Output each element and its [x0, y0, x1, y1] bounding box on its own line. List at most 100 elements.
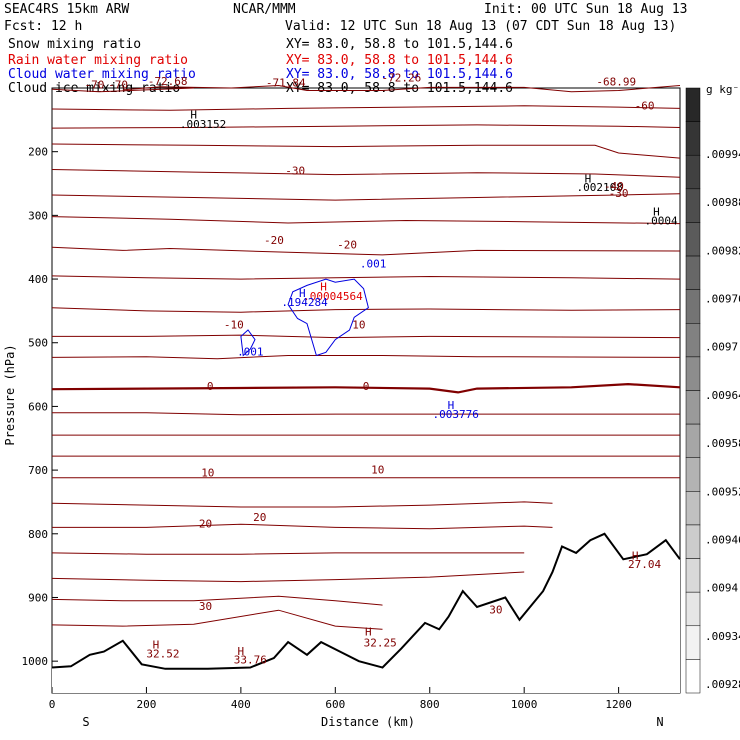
y-tick-label: 800 [28, 528, 48, 541]
terrain-line [51, 532, 681, 670]
contour-label: H [448, 399, 455, 412]
contour-label: 32.25 [364, 637, 397, 650]
x-tick-label: 800 [420, 698, 440, 711]
y-tick-label: 900 [28, 591, 48, 604]
x-tick-label: 1000 [511, 698, 538, 711]
contour-label: H [365, 626, 372, 639]
colorbar-box [685, 625, 701, 660]
temperature-contour [52, 523, 553, 530]
colorbar-label: .00994 [705, 148, 740, 161]
terrain-mask [52, 533, 680, 693]
contour-label: 30 [489, 603, 502, 616]
colorbar-box [685, 390, 701, 425]
x-tick-label: 200 [136, 698, 156, 711]
colorbar-unit: g kg⁻¹ [706, 83, 740, 96]
contour-label: -70 [85, 79, 105, 92]
contour-label: 20 [199, 517, 212, 530]
field-cloudwater-xy: XY= 83.0, 58.8 to 101.5,144.6 [286, 67, 513, 82]
temperature-contour [52, 412, 680, 416]
colorbar-box [685, 457, 701, 492]
temperature-contour [51, 595, 383, 606]
colorbar-label: .00952 [705, 485, 740, 498]
contour-label: .194284 [281, 296, 328, 309]
field-snow-name: Snow mixing ratio [8, 37, 141, 52]
contour-label: .001 [360, 258, 387, 271]
header-center: NCAR/MMM [233, 2, 296, 17]
temperature-contour [51, 382, 681, 394]
contour-label: -30 [609, 187, 629, 200]
contour-label: -72.26 [382, 72, 422, 85]
colorbar-box [685, 356, 701, 391]
colorbar-label: .0094 [705, 582, 738, 595]
temperature-contour [51, 355, 681, 360]
contour-label: 27.04 [628, 558, 661, 571]
temperature-contour [51, 552, 525, 555]
field-rain-xy: XY= 83.0, 58.8 to 101.5,144.6 [286, 53, 513, 68]
colorbar-box [685, 121, 701, 156]
temperature-contour [51, 307, 681, 313]
temperature-contour [51, 143, 681, 159]
colorbar-box [685, 222, 701, 257]
contour-label: .003776 [433, 408, 479, 421]
contour-label: 10 [371, 463, 384, 476]
contour-label: H [632, 549, 639, 562]
contour-label: .0004 [645, 214, 678, 227]
colorbar-label: .00988 [705, 196, 740, 209]
y-tick-label: 300 [28, 209, 48, 222]
colorbar-box [685, 491, 701, 526]
colorbar-box [685, 323, 701, 358]
plot-area: -70 -70 -72.68 -71.84 -72.26 -68.99-60H.00315… [22, 72, 681, 711]
colorbar-box [685, 524, 701, 559]
contour-label: -10 [224, 319, 244, 332]
contour-label: -20 [264, 234, 284, 247]
temperature-contour [51, 571, 525, 583]
contour-label: -30 [285, 165, 305, 178]
colorbar-label: .00982 [705, 244, 740, 257]
contour-label: 33.76 [234, 654, 267, 667]
temperature-contour [52, 334, 681, 339]
colorbar-box [685, 659, 701, 694]
contour-label: H [653, 205, 660, 218]
contour-label: .003152 [180, 118, 226, 131]
temperature-contour [51, 275, 681, 280]
colorbar-box [685, 591, 701, 627]
contour-label: .00004564 [303, 290, 363, 303]
colorbar-box [685, 87, 701, 122]
temperature-contour [51, 193, 681, 201]
contour-label: 10 [201, 466, 214, 479]
colorbar-box [685, 154, 701, 190]
y-tick-label: 700 [28, 464, 48, 477]
temperature-contour [51, 501, 553, 508]
y-tick-label: 500 [28, 337, 48, 350]
colorbar: g kg⁻¹ .00994 .00988 .00982 .00976 .0097 .009… [685, 83, 740, 694]
north-label: N [656, 715, 663, 729]
field-rain-name: Rain water mixing ratio [8, 53, 188, 68]
colorbar-label: .00976 [705, 293, 740, 306]
contour-label: -40 [604, 180, 624, 193]
temperature-contour [51, 124, 681, 129]
colorbar-label: .0097 [705, 341, 738, 354]
header-title: SEAC4RS 15km ARW [4, 2, 129, 17]
contour-label: -70 [108, 79, 128, 92]
cloud-water-contour [287, 278, 369, 356]
temperature-contour [51, 105, 681, 111]
x-tick-label: 400 [231, 698, 251, 711]
south-label: S [82, 715, 89, 729]
y-tick-label: 600 [28, 400, 48, 413]
contour-label: -20 [337, 238, 357, 251]
contour-label: H [190, 109, 197, 122]
x-tick-label: 1200 [605, 698, 632, 711]
temperature-contour [51, 87, 194, 93]
colorbar-box [685, 188, 701, 223]
y-tick-label: 200 [28, 146, 48, 159]
y-axis-title: Pressure (hPa) [3, 344, 17, 445]
contour-label: -60 [635, 100, 655, 113]
contour-label: H [153, 638, 160, 651]
header-init: Init: 00 UTC Sun 18 Aug 13 [484, 2, 688, 17]
colorbar-label: .00928 [705, 678, 740, 691]
colorbar-box [685, 558, 701, 593]
contour-label: -72.68 [148, 75, 188, 88]
x-axis-title: Distance (km) [321, 715, 415, 729]
terrain-layer [51, 532, 681, 693]
